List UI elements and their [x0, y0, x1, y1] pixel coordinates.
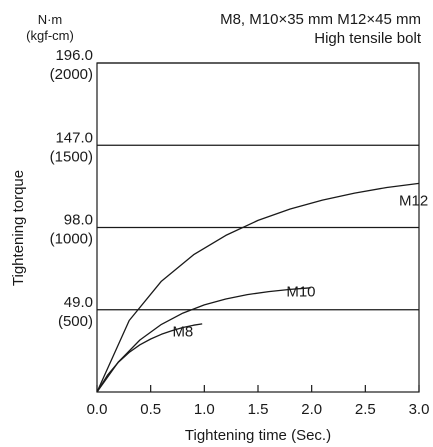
x-axis-ticks: 0.0 0.5 1.0 1.5 2.0 2.5 3.0 [87, 385, 430, 418]
y-tick-sublabel: (2000) [50, 66, 93, 83]
unit-label-top: N·m [38, 12, 63, 27]
y-tick-sublabel: (500) [58, 313, 93, 330]
x-tick-label: 0.5 [140, 401, 161, 418]
grid-lines [97, 62, 419, 311]
series-curves [96, 182, 420, 393]
y-tick-sublabel: (1500) [50, 148, 93, 165]
x-tick-label: 1.0 [194, 401, 215, 418]
y-tick-sublabel: (1000) [50, 231, 93, 248]
chart-title-line2: High tensile bolt [314, 30, 422, 47]
y-tick-label: 98.0 [64, 212, 93, 229]
series-line-m10 [96, 287, 311, 393]
y-axis-ticks: 49.0 (500) 98.0 (1000) 147.0 (1500) 196.0 (2000… [50, 47, 93, 330]
x-tick-label: 3.0 [409, 401, 430, 418]
chart-title-line1: M8, M10×35 mm M12×45 mm [220, 11, 421, 28]
series-line-m12 [96, 182, 420, 393]
unit-label-bottom: (kgf-cm) [26, 28, 74, 43]
x-tick-label: 0.0 [87, 401, 108, 418]
series-label-m8: M8 [172, 324, 193, 341]
x-tick-label: 2.5 [355, 401, 376, 418]
series-label-m10: M10 [286, 283, 315, 300]
x-tick-label: 1.5 [248, 401, 269, 418]
y-axis-label: Tightening torque [10, 170, 27, 286]
x-tick-label: 2.0 [301, 401, 322, 418]
x-axis-label: Tightening time (Sec.) [185, 427, 331, 444]
series-labels: M8 M10 M12 [172, 193, 428, 341]
series-label-m12: M12 [399, 193, 428, 210]
y-tick-label: 147.0 [55, 129, 93, 146]
y-tick-label: 196.0 [55, 47, 93, 64]
y-tick-label: 49.0 [64, 294, 93, 311]
